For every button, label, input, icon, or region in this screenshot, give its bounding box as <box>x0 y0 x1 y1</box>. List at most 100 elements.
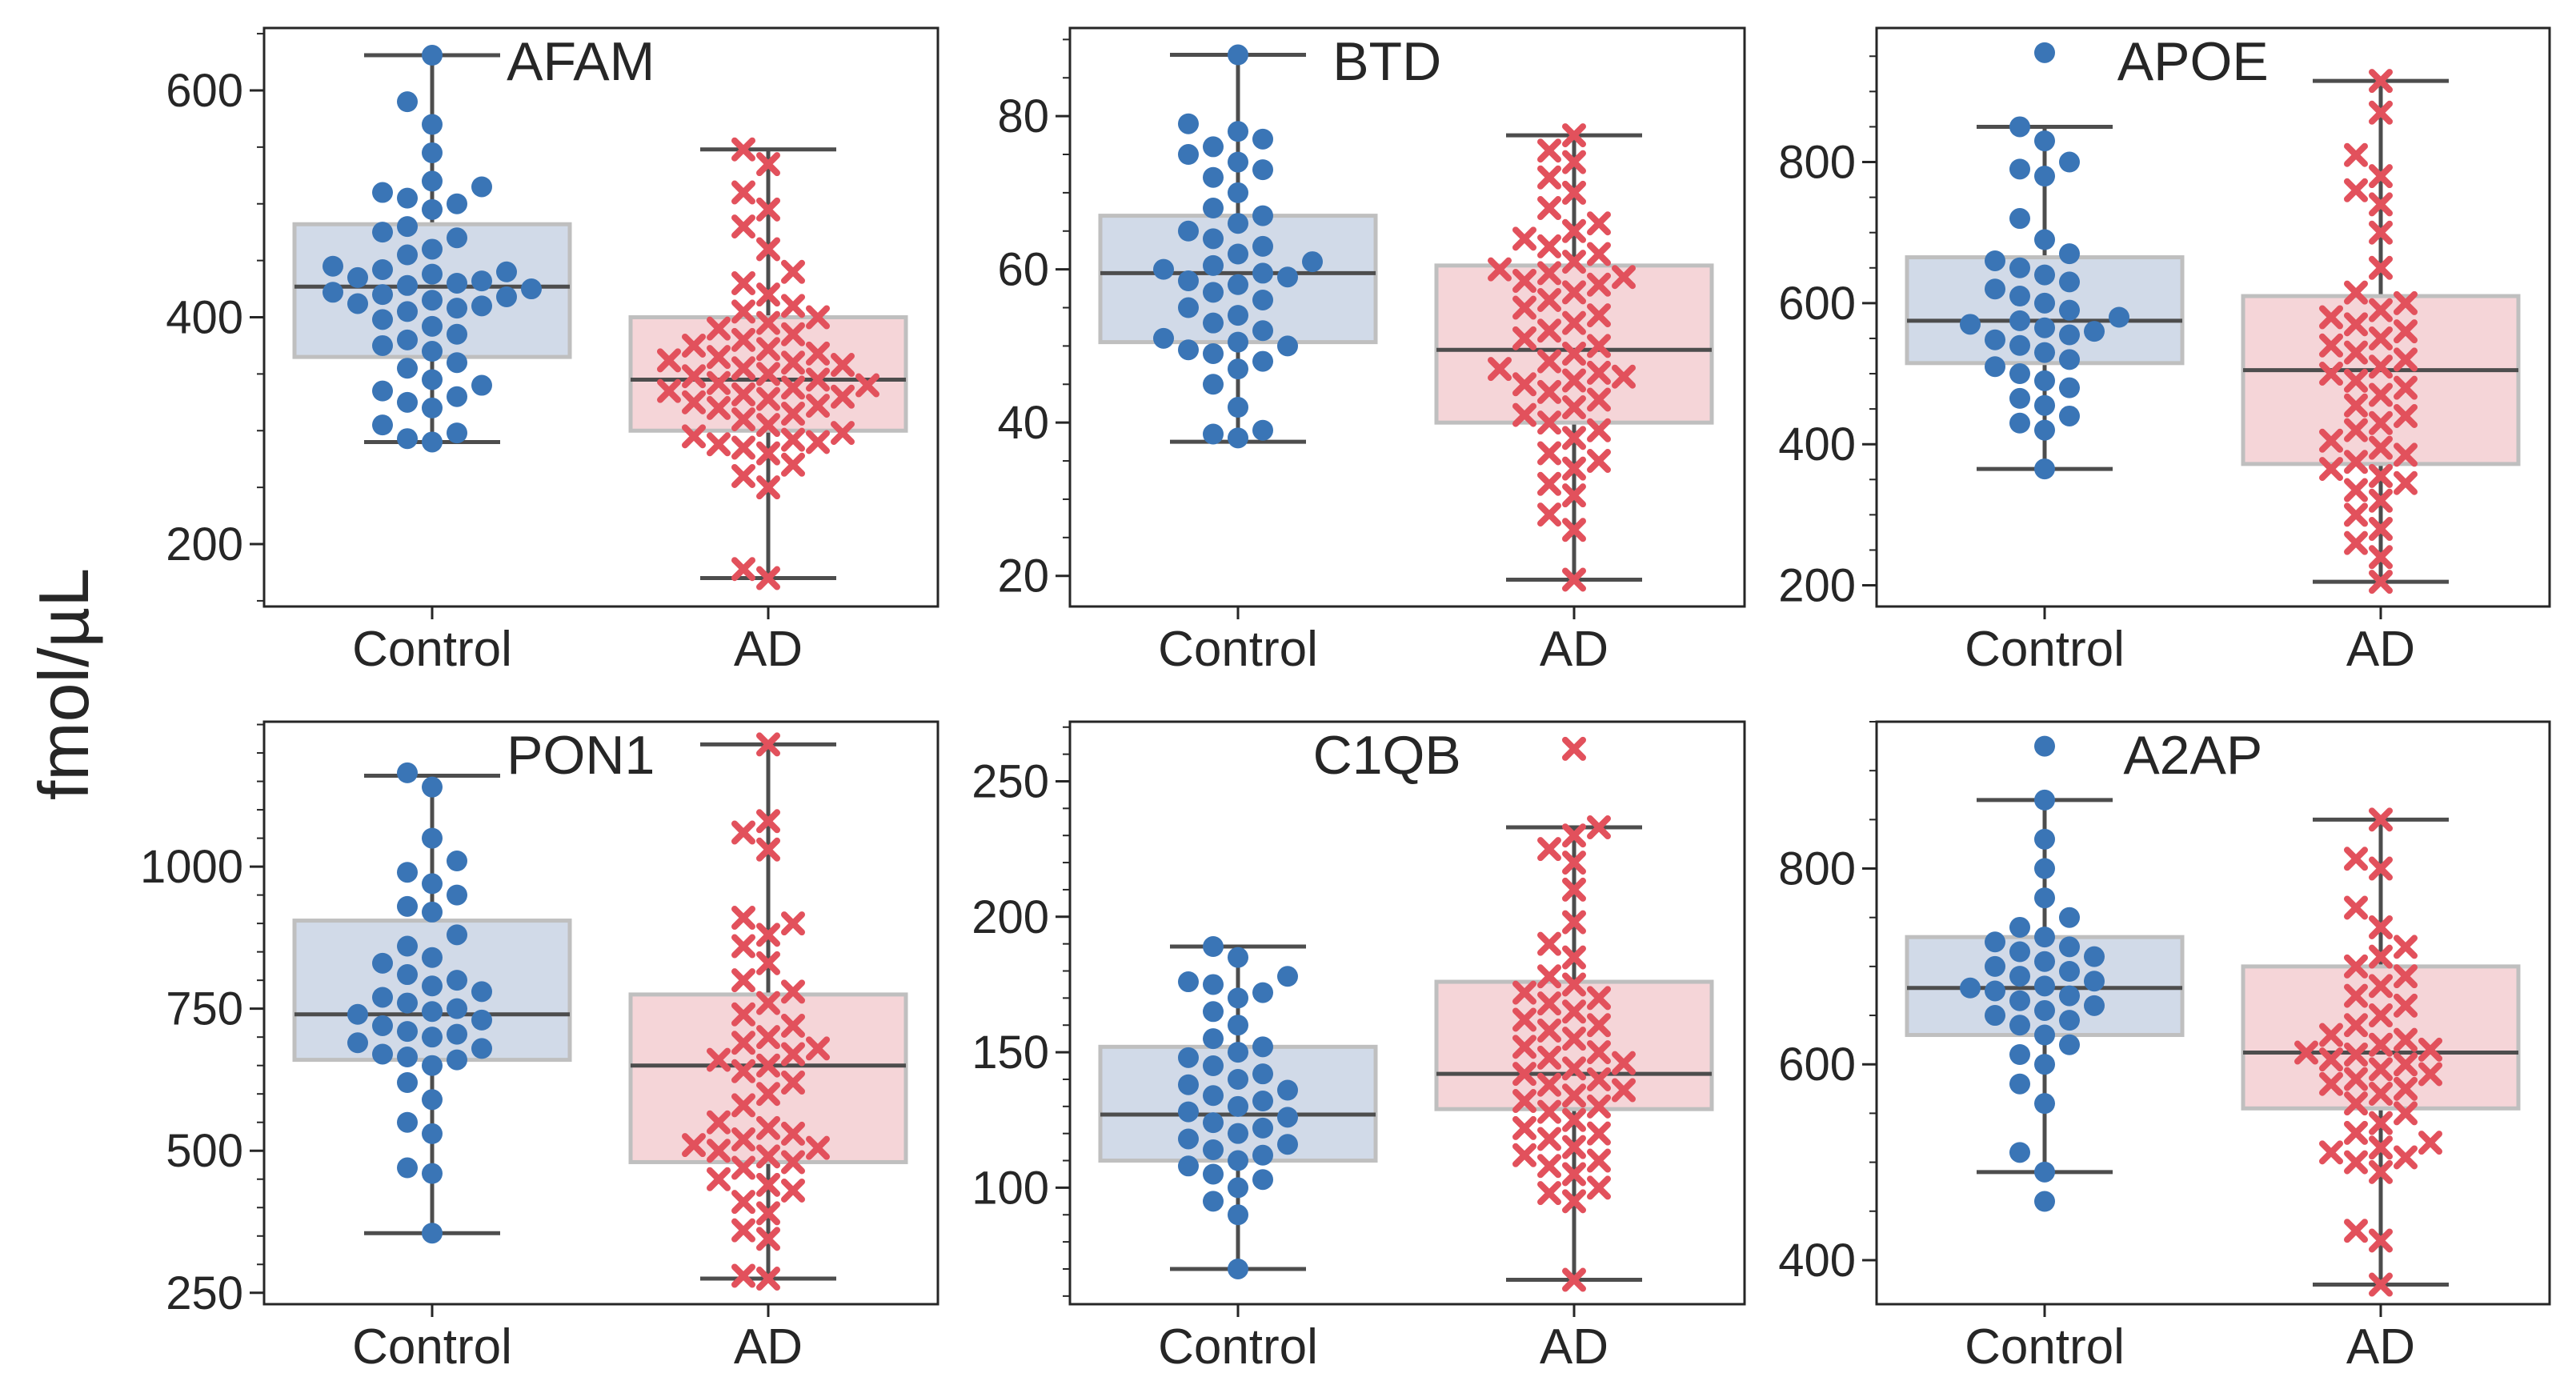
data-point-control <box>2059 349 2080 370</box>
data-point-ad <box>2369 807 2393 832</box>
y-tick-label: 600 <box>1778 278 1856 330</box>
data-point-control <box>1277 266 1298 288</box>
data-point-ad <box>756 1267 780 1291</box>
data-point-ad <box>1537 261 1561 286</box>
data-point-ad <box>2394 1027 2418 1052</box>
y-tick-label: 600 <box>1778 1039 1856 1091</box>
data-point-control <box>1252 1144 1273 1166</box>
data-point-control <box>2009 208 2030 230</box>
data-point-control <box>397 895 418 917</box>
data-point-control <box>422 1055 443 1076</box>
data-point-ad <box>1488 357 1512 382</box>
data-point-ad <box>2319 305 2343 330</box>
data-point-control <box>2059 907 2080 928</box>
data-point-ad <box>1512 226 1536 251</box>
points-control <box>347 762 492 1244</box>
y-tick-label: 20 <box>997 550 1049 602</box>
y-tick-label: 800 <box>1778 137 1856 189</box>
data-point-ad <box>731 214 755 239</box>
data-point-ad <box>2319 457 2343 482</box>
data-point-ad <box>2369 915 2393 939</box>
data-point-control <box>2009 286 2030 307</box>
data-point-control <box>2009 1044 2030 1065</box>
data-point-control <box>347 1003 368 1025</box>
data-point-ad <box>1537 349 1561 374</box>
data-point-control <box>2034 1054 2055 1075</box>
data-point-ad <box>1587 334 1611 358</box>
data-point-ad <box>781 375 805 400</box>
data-point-control <box>1203 374 1224 395</box>
data-point-ad <box>731 1031 755 1055</box>
data-point-control <box>2009 363 2030 385</box>
data-point-control <box>2059 324 2080 346</box>
data-point-control <box>2034 166 2055 187</box>
data-point-control <box>1228 213 1248 234</box>
data-point-control <box>2084 946 2105 967</box>
data-point-ad <box>2394 935 2418 959</box>
data-point-ad <box>707 1110 731 1135</box>
data-point-ad <box>2344 954 2368 979</box>
data-point-ad <box>1562 426 1586 450</box>
data-point-ad <box>1562 999 1586 1024</box>
data-point-control <box>422 341 443 362</box>
data-point-ad <box>1562 945 1586 970</box>
data-point-control <box>447 227 467 249</box>
data-point-ad <box>731 934 755 959</box>
data-point-control <box>397 762 418 783</box>
data-point-control <box>471 270 492 292</box>
data-point-ad <box>2369 410 2393 435</box>
data-point-control <box>422 397 443 418</box>
data-point-ad <box>2369 570 2393 594</box>
data-point-ad <box>2394 442 2418 467</box>
data-point-control <box>1178 144 1199 166</box>
data-point-control <box>2009 1015 2030 1036</box>
data-point-control <box>1203 198 1224 219</box>
data-point-control <box>2009 1142 2030 1163</box>
x-tick-label-ad: AD <box>734 622 803 677</box>
data-point-ad <box>756 923 780 947</box>
data-point-ad <box>1537 502 1561 527</box>
data-point-control <box>1203 1085 1224 1107</box>
points-control <box>1178 936 1298 1279</box>
data-point-control <box>2034 394 2055 416</box>
data-point-ad <box>1537 287 1561 312</box>
data-point-control <box>2009 941 2030 963</box>
data-point-control <box>1960 314 1981 335</box>
x-tick-label-control: Control <box>352 622 512 677</box>
data-point-ad <box>2369 100 2393 125</box>
data-point-control <box>397 1072 418 1094</box>
data-point-ad <box>1512 1143 1536 1167</box>
data-point-ad <box>2369 1032 2393 1057</box>
panel-title: PON1 <box>507 725 655 786</box>
data-point-ad <box>2319 428 2343 453</box>
panel-btd: 20 40 60 80 Control AD BTD <box>997 26 1746 677</box>
data-point-ad <box>682 333 706 358</box>
data-point-control <box>1203 342 1224 364</box>
data-point-ad <box>781 259 805 284</box>
data-point-control <box>447 298 467 319</box>
data-point-control <box>2084 995 2105 1016</box>
data-point-control <box>1228 1123 1248 1144</box>
data-point-ad <box>1562 518 1586 542</box>
data-point-ad <box>2344 847 2368 871</box>
data-point-ad <box>2369 1003 2393 1028</box>
data-point-ad <box>806 1135 830 1160</box>
data-point-control <box>447 1023 467 1045</box>
data-point-ad <box>781 1178 805 1203</box>
data-point-ad <box>1612 1078 1636 1103</box>
data-point-control <box>422 238 443 260</box>
data-point-ad <box>707 1139 731 1163</box>
data-point-ad <box>756 1115 780 1140</box>
box-ad <box>2241 78 2521 584</box>
data-point-control <box>323 282 343 303</box>
data-point-ad <box>707 316 731 341</box>
data-point-control <box>1203 1001 1224 1023</box>
data-point-ad <box>731 1127 755 1152</box>
data-point-ad <box>1562 218 1586 243</box>
data-point-ad <box>1587 242 1611 266</box>
data-point-control <box>2009 1073 2030 1095</box>
y-tick-label: 600 <box>166 65 243 117</box>
y-tick-label: 400 <box>166 292 243 344</box>
panel-pon1: 250 500 750 1000 Control AD PON1 <box>140 720 939 1375</box>
data-point-ad <box>2394 470 2418 495</box>
